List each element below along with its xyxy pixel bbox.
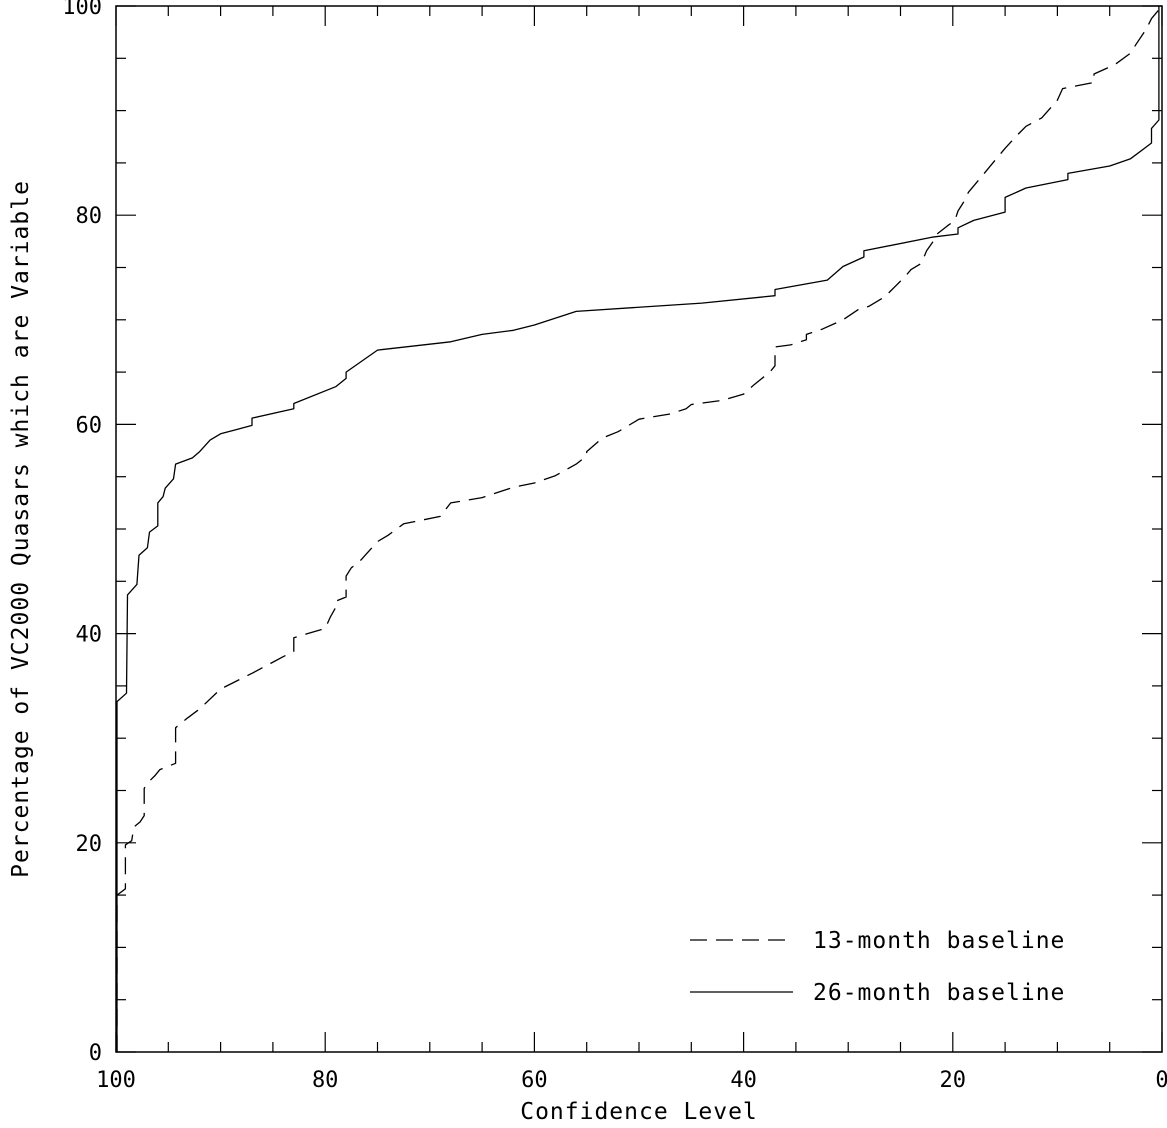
x-tick-labels: 100 80 60 40 20 0 xyxy=(96,1068,1167,1093)
x-tick-label: 100 xyxy=(96,1068,136,1093)
y-tick-label: 20 xyxy=(76,832,103,857)
y-tick-label: 0 xyxy=(89,1041,102,1066)
minor-ticks xyxy=(116,6,1162,1052)
legend-label-13-month: 13-month baseline xyxy=(813,928,1065,954)
series-line-13-month xyxy=(116,5,1163,1052)
series-layer xyxy=(116,5,1163,1052)
x-tick-label: 80 xyxy=(312,1068,339,1093)
series-line-26-month xyxy=(116,6,1160,1052)
y-tick-label: 60 xyxy=(76,413,103,438)
legend-label-26-month: 26-month baseline xyxy=(813,980,1065,1006)
legend: 13-month baseline 26-month baseline xyxy=(690,928,1065,1006)
x-tick-label: 20 xyxy=(940,1068,967,1093)
x-tick-label: 0 xyxy=(1155,1068,1167,1093)
y-tick-label: 40 xyxy=(76,623,103,648)
x-tick-label: 60 xyxy=(521,1068,548,1093)
y-tick-labels: 0 20 40 60 80 100 xyxy=(62,0,102,1066)
y-tick-label: 100 xyxy=(62,0,102,20)
major-ticks xyxy=(115,5,1163,1053)
y-axis-title: Percentage of VC2000 Quasars which are V… xyxy=(8,180,34,878)
y-tick-label: 80 xyxy=(76,204,103,229)
x-axis-title: Confidence Level xyxy=(520,1099,758,1125)
x-tick-label: 40 xyxy=(730,1068,757,1093)
plot-frame xyxy=(115,5,1163,1053)
